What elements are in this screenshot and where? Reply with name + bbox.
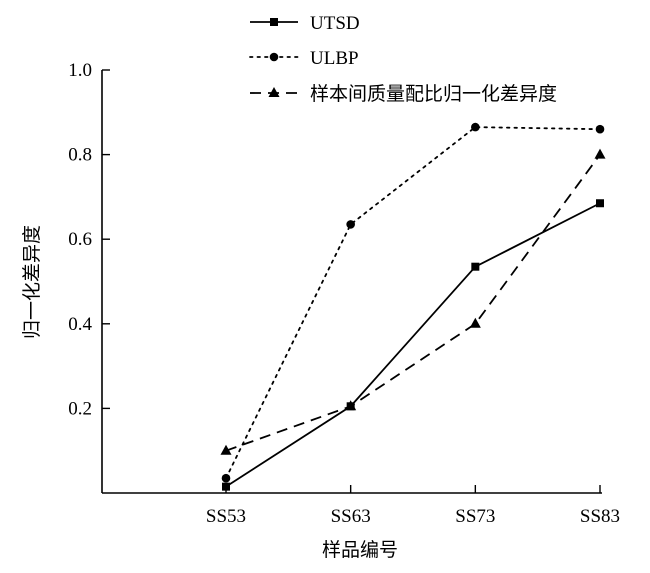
data-point bbox=[346, 220, 355, 229]
y-tick-label: 0.2 bbox=[68, 398, 92, 419]
x-tick-label: SS53 bbox=[206, 506, 246, 527]
y-tick-label: 1.0 bbox=[68, 60, 92, 81]
legend-marker bbox=[268, 87, 280, 97]
legend-label: 样本间质量配比归一化差异度 bbox=[310, 83, 557, 105]
data-point bbox=[221, 473, 231, 483]
series-line bbox=[225, 202, 601, 488]
series-line bbox=[225, 126, 601, 480]
series-2 bbox=[221, 122, 605, 483]
x-tick-label: SS83 bbox=[580, 506, 620, 527]
legend-item: ULBP bbox=[249, 48, 359, 69]
axes bbox=[101, 70, 602, 494]
legend: UTSD ULBP 样本间质量配比归一化差异度 bbox=[249, 13, 557, 105]
data-point bbox=[594, 148, 606, 159]
data-point bbox=[471, 262, 480, 271]
legend-item: 样本间质量配比归一化差异度 bbox=[250, 83, 557, 105]
x-axis-ticks: SS53 SS63 SS73 SS83 bbox=[206, 485, 620, 527]
y-axis-title: 归一化差异度 bbox=[21, 225, 43, 339]
x-tick-label: SS73 bbox=[455, 506, 495, 527]
data-point bbox=[220, 444, 232, 455]
legend-marker bbox=[269, 52, 279, 62]
y-tick-label: 0.4 bbox=[68, 314, 92, 335]
y-tick-label: 0.8 bbox=[68, 145, 92, 166]
data-point bbox=[596, 199, 604, 208]
series-3 bbox=[220, 148, 606, 455]
data-point bbox=[595, 124, 605, 134]
legend-label: UTSD bbox=[310, 13, 360, 34]
series-group bbox=[220, 122, 606, 491]
series-1 bbox=[222, 199, 604, 491]
legend-marker bbox=[270, 18, 278, 26]
legend-label: ULBP bbox=[310, 48, 359, 69]
data-point bbox=[471, 122, 480, 132]
data-point bbox=[222, 482, 230, 491]
x-tick-label: SS63 bbox=[331, 506, 371, 527]
x-axis-title: 样品编号 bbox=[322, 539, 398, 561]
y-tick-label: 0.6 bbox=[68, 229, 92, 250]
series-line bbox=[225, 154, 601, 452]
legend-item: UTSD bbox=[250, 13, 360, 34]
y-axis-ticks: 0.2 0.4 0.6 0.8 1.0 bbox=[68, 60, 110, 419]
data-point bbox=[345, 400, 357, 411]
data-point bbox=[469, 317, 481, 328]
